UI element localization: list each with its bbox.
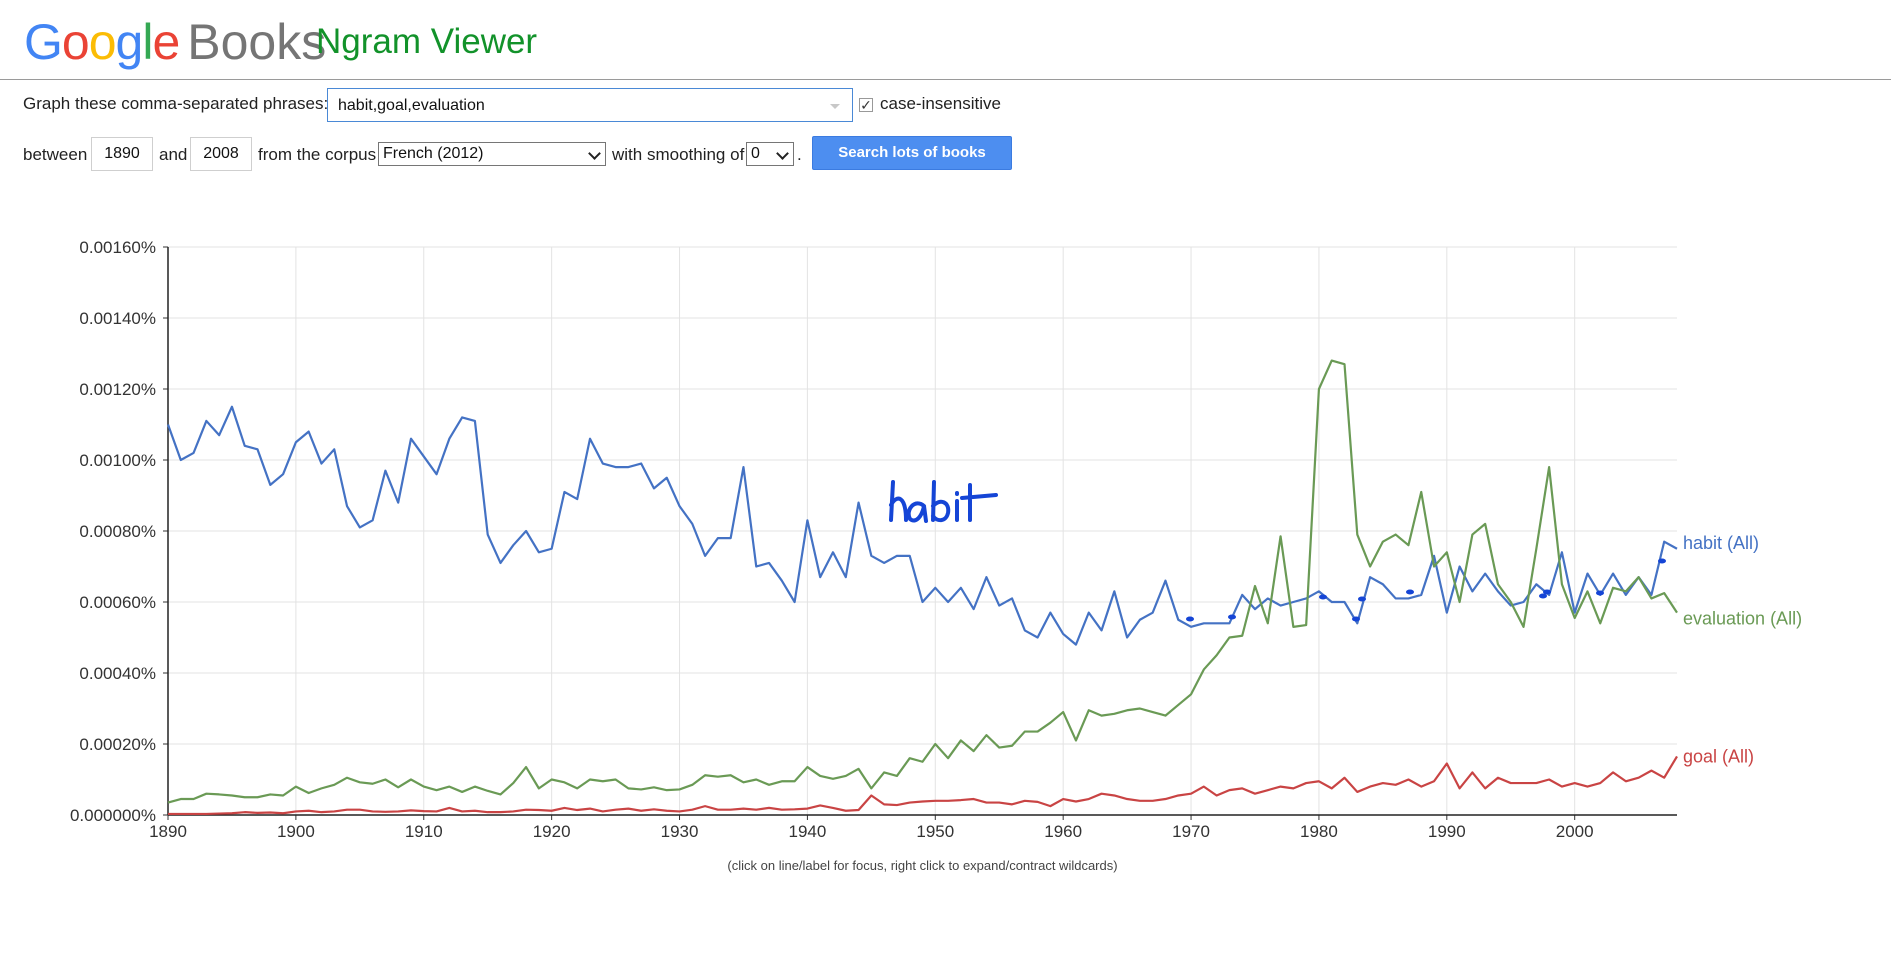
- chart-instructions: (click on line/label for focus, right cl…: [727, 858, 1118, 873]
- ink-dot: [1406, 589, 1414, 595]
- x-tick-label: 1920: [533, 822, 571, 841]
- case-insensitive-label: case-insensitive: [880, 94, 1001, 113]
- series-label[interactable]: evaluation (All): [1683, 609, 1802, 629]
- phrases-input-value: habit,goal,evaluation: [338, 97, 485, 114]
- app-title: Ngram Viewer: [316, 22, 538, 61]
- logo-letter: o: [61, 14, 90, 70]
- logo-books-text: Books: [187, 14, 327, 70]
- series-line[interactable]: [167, 359, 1678, 804]
- series-line[interactable]: [166, 405, 1678, 646]
- logo-letter: o: [88, 14, 117, 70]
- x-tick-label: 1910: [405, 822, 443, 841]
- logo-letter: e: [152, 14, 180, 70]
- x-tick-label: 1990: [1428, 822, 1466, 841]
- logo-letter: G: [24, 14, 63, 70]
- corpus-select-value: French (2012): [383, 145, 484, 162]
- smoothing-select[interactable]: 0: [746, 142, 794, 166]
- y-tick-label: 0.00100%: [79, 451, 156, 470]
- google-logo-letters: Google: [24, 14, 180, 70]
- chevron-down-icon: [776, 147, 789, 160]
- checkmark-icon: ✓: [860, 97, 872, 113]
- corpus-select[interactable]: French (2012): [378, 142, 606, 166]
- smoothing-label: with smoothing of: [612, 145, 745, 164]
- chevron-down-icon: [588, 147, 601, 160]
- search-button[interactable]: Search lots of books: [812, 136, 1012, 170]
- dropdown-arrow-icon[interactable]: [830, 104, 840, 109]
- ink-dot: [1658, 558, 1666, 564]
- ink-dot: [1352, 616, 1360, 622]
- x-tick-label: 1950: [916, 822, 954, 841]
- handwritten-habit-scribble: [889, 480, 998, 523]
- x-tick-label: 2000: [1556, 822, 1594, 841]
- series-label[interactable]: habit (All): [1683, 533, 1759, 553]
- ink-dot: [1186, 616, 1194, 622]
- google-books-logo[interactable]: Google Books: [24, 12, 326, 72]
- y-tick-label: 0.00120%: [79, 380, 156, 399]
- between-label: between: [23, 145, 88, 164]
- phrases-label: Graph these comma-separated phrases:: [23, 94, 329, 113]
- ink-dot: [1319, 594, 1327, 600]
- x-tick-label: 1900: [277, 822, 315, 841]
- smoothing-select-value: 0: [751, 145, 760, 162]
- form-period: .: [797, 145, 802, 164]
- y-tick-label: 0.00160%: [79, 238, 156, 257]
- x-tick-label: 1930: [661, 822, 699, 841]
- ink-dot: [1539, 593, 1547, 599]
- end-year-input[interactable]: 2008: [190, 137, 252, 171]
- x-tick-label: 1940: [788, 822, 826, 841]
- x-tick-label: 1970: [1172, 822, 1210, 841]
- ink-dot: [1596, 590, 1604, 596]
- corpus-label: from the corpus: [258, 145, 377, 164]
- start-year-input[interactable]: 1890: [91, 137, 153, 171]
- series-line[interactable]: [168, 755, 1678, 816]
- y-tick-label: 0.00060%: [79, 593, 156, 612]
- ink-dot: [1543, 589, 1551, 595]
- y-tick-label: 0.00080%: [79, 522, 156, 541]
- x-tick-label: 1960: [1044, 822, 1082, 841]
- y-tick-label: 0.000000%: [70, 806, 156, 825]
- x-tick-label: 1980: [1300, 822, 1338, 841]
- series-label[interactable]: goal (All): [1683, 746, 1754, 766]
- header-bar: Google Books Ngram Viewer: [0, 0, 1891, 80]
- y-tick-label: 0.00140%: [79, 309, 156, 328]
- y-tick-label: 0.00040%: [79, 664, 156, 683]
- and-label: and: [159, 145, 188, 164]
- case-insensitive-checkbox[interactable]: ✓: [859, 98, 873, 112]
- logo-letter: l: [142, 14, 153, 70]
- ink-dot: [1228, 614, 1236, 620]
- logo-letter: g: [115, 14, 144, 70]
- x-tick-label: 1890: [149, 822, 187, 841]
- phrases-input[interactable]: habit,goal,evaluation: [327, 88, 853, 122]
- y-tick-label: 0.00020%: [79, 735, 156, 754]
- ink-dot: [1358, 596, 1366, 602]
- ngram-chart: 0.000000% 0.00020% 0.00040% 0.00060% 0.00080…: [70, 238, 1802, 841]
